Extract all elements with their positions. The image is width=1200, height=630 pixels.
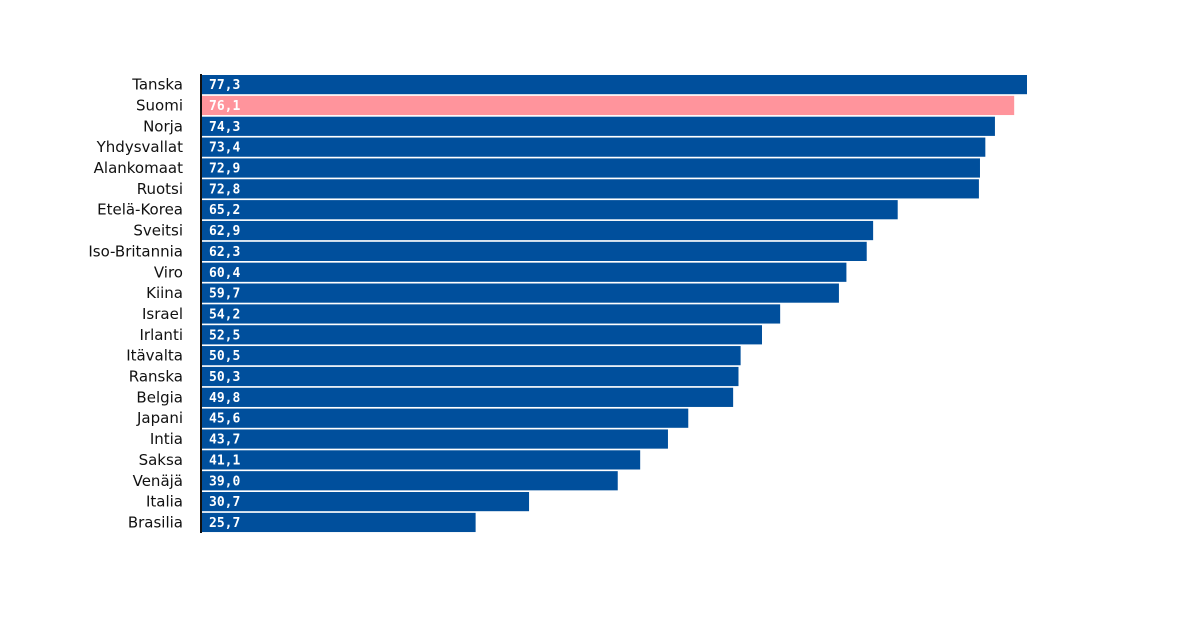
value-label-ranska: 50,3 — [209, 370, 240, 385]
bar-venäjä — [201, 471, 618, 491]
bar-viro — [201, 262, 847, 282]
category-label-sveitsi: Sveitsi — [133, 222, 183, 240]
value-label-norja: 74,3 — [209, 120, 240, 135]
bar-belgia — [201, 387, 734, 407]
category-label-viro: Viro — [154, 263, 183, 281]
bar-norja — [201, 116, 995, 136]
value-label-alankomaat: 72,9 — [209, 162, 240, 177]
bar-sveitsi — [201, 220, 874, 241]
category-label-brasilia: Brasilia — [128, 513, 183, 531]
value-label-irlanti: 52,5 — [209, 328, 240, 343]
bar-israel — [201, 304, 781, 324]
value-label-suomi: 76,1 — [209, 99, 240, 114]
value-label-saksa: 41,1 — [209, 453, 240, 468]
value-label-belgia: 49,8 — [209, 391, 240, 406]
category-label-yhdysvallat: Yhdysvallat — [96, 138, 183, 156]
category-label-saksa: Saksa — [139, 451, 183, 469]
bar-suomi — [201, 95, 1015, 116]
category-label-israel: Israel — [142, 305, 183, 323]
bar-italia — [201, 492, 530, 512]
category-label-itävalta: Itävalta — [126, 347, 183, 365]
bar-brasilia — [201, 512, 476, 533]
category-label-ranska: Ranska — [129, 368, 183, 386]
value-label-italia: 30,7 — [209, 495, 240, 510]
category-label-norja: Norja — [143, 117, 183, 135]
value-label-viro: 60,4 — [209, 266, 240, 281]
bar-kiina — [201, 283, 839, 303]
bar-irlanti — [201, 325, 762, 345]
bar-japani — [201, 408, 689, 428]
bar-ruotsi — [201, 179, 979, 199]
category-label-iso-britannia: Iso-Britannia — [88, 242, 183, 260]
value-label-venäjä: 39,0 — [209, 474, 240, 489]
value-label-yhdysvallat: 73,4 — [209, 141, 240, 156]
category-labels-group: Tanska Suomi Norja Yhdysvallat Alankomaat Ruo… — [88, 76, 183, 532]
bar-alankomaat — [201, 158, 980, 178]
category-label-irlanti: Irlanti — [139, 326, 183, 344]
bar-ranska — [201, 366, 739, 387]
category-label-japani: Japani — [136, 409, 183, 427]
bar-tanska — [201, 75, 1027, 95]
value-label-ruotsi: 72,8 — [209, 182, 240, 197]
category-label-tanska: Tanska — [131, 76, 183, 94]
value-label-etelä-korea: 65,2 — [209, 203, 240, 218]
value-label-itävalta: 50,5 — [209, 349, 240, 364]
category-label-etelä-korea: Etelä-Korea — [97, 201, 183, 219]
category-label-ruotsi: Ruotsi — [137, 180, 183, 198]
bar-intia — [201, 429, 668, 449]
category-label-suomi: Suomi — [136, 96, 183, 114]
bars-group: 77,3 76,1 74,3 73,4 72,9 72,8 65,2 62,9 62,3 60,4… — [201, 75, 1027, 533]
value-label-tanska: 77,3 — [209, 78, 240, 93]
value-label-iso-britannia: 62,3 — [209, 245, 240, 260]
value-label-sveitsi: 62,9 — [209, 224, 240, 239]
value-label-japani: 45,6 — [209, 412, 240, 427]
category-label-belgia: Belgia — [136, 388, 183, 406]
value-label-brasilia: 25,7 — [209, 516, 240, 531]
category-label-venäjä: Venäjä — [133, 472, 183, 490]
value-label-israel: 54,2 — [209, 307, 240, 322]
bar-yhdysvallat — [201, 137, 986, 157]
bar-etelä-korea — [201, 200, 898, 220]
bar-saksa — [201, 450, 641, 470]
value-label-intia: 43,7 — [209, 433, 240, 448]
category-label-intia: Intia — [150, 430, 183, 448]
bar-iso-britannia — [201, 241, 867, 261]
value-label-kiina: 59,7 — [209, 287, 240, 302]
bar-itävalta — [201, 346, 741, 366]
category-label-kiina: Kiina — [146, 284, 183, 302]
category-label-alankomaat: Alankomaat — [94, 159, 183, 177]
category-label-italia: Italia — [146, 493, 183, 511]
